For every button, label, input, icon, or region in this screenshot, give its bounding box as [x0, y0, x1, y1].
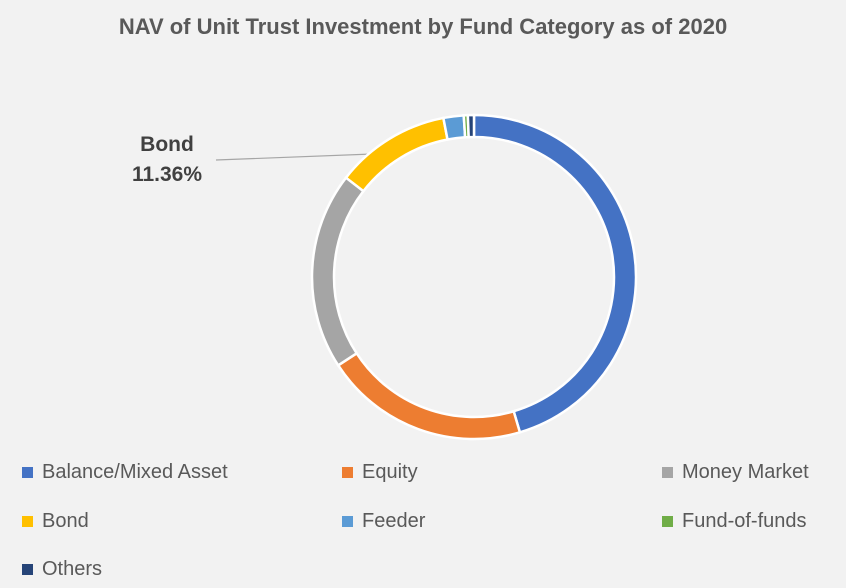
- slice-money-market: [310, 175, 366, 368]
- legend-swatch: [342, 515, 353, 527]
- legend-label: Equity: [362, 460, 418, 483]
- slice-balance-mixed-asset: [472, 113, 638, 434]
- legend-label: Balance/Mixed Asset: [42, 460, 228, 483]
- bond-data-label: Bond 11.36%: [112, 130, 222, 190]
- legend-label: Feeder: [362, 509, 426, 532]
- bond-label-value: 11.36%: [131, 163, 203, 186]
- bond-label-category: Bond: [140, 133, 194, 156]
- legend-label: Others: [42, 557, 103, 580]
- slice-equity: [336, 351, 522, 441]
- legend-item-fund-of-funds: Fund-of-funds: [662, 509, 807, 533]
- legend-item-bond: Bond: [22, 509, 89, 533]
- legend-label: Bond: [42, 509, 89, 532]
- slice-feeder: [441, 113, 467, 141]
- legend-swatch: [662, 466, 673, 478]
- legend-item-equity: Equity: [342, 460, 418, 484]
- legend-swatch: [22, 466, 33, 478]
- legend-item-feeder: Feeder: [342, 509, 425, 533]
- legend-swatch: [22, 515, 33, 527]
- legend-label: Money Market: [682, 460, 809, 483]
- legend-item-balance-mixed-asset: Balance/Mixed Asset: [22, 460, 228, 484]
- legend-swatch: [22, 563, 33, 575]
- legend-swatch: [342, 466, 353, 478]
- legend-item-others: Others: [22, 557, 102, 581]
- slice-others: [466, 113, 476, 139]
- legend-label: Fund-of-funds: [682, 509, 807, 532]
- legend-item-money-market: Money Market: [662, 460, 809, 484]
- chart-title: NAV of Unit Trust Investment by Fund Cat…: [118, 14, 728, 39]
- legend-swatch: [662, 515, 673, 527]
